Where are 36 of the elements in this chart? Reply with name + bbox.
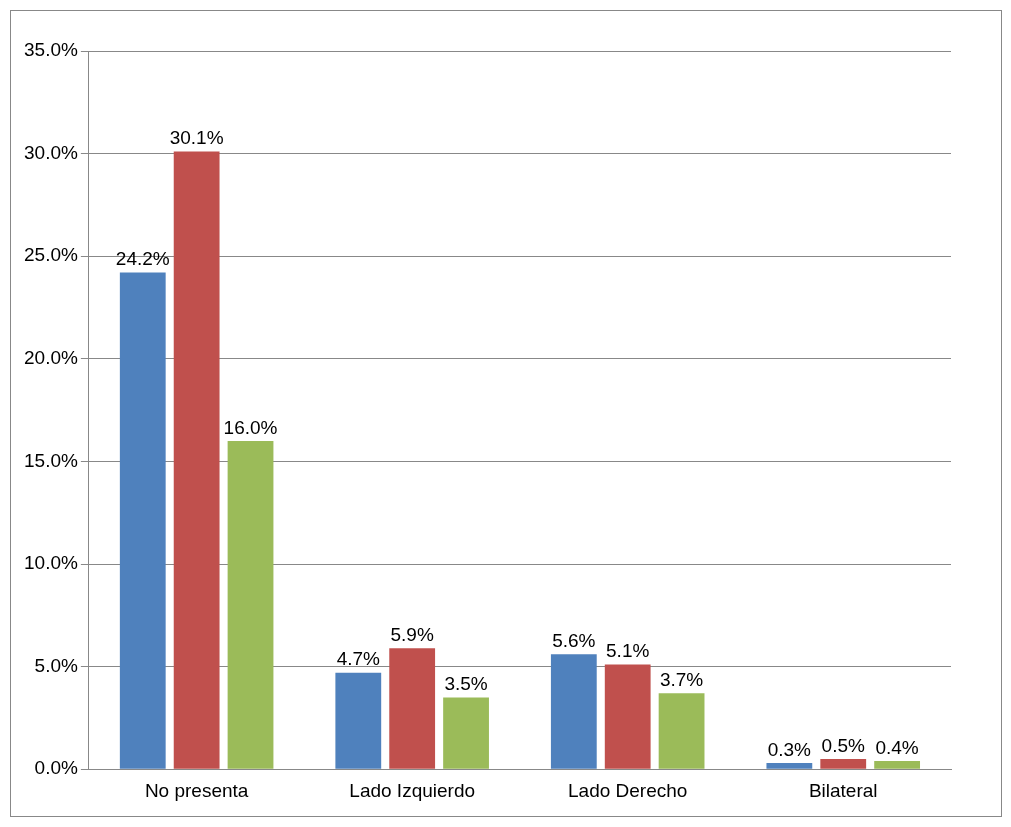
y-tick-label: 30.0% — [24, 141, 78, 163]
data-label: 4.7% — [336, 648, 381, 670]
bar — [820, 758, 867, 769]
bar — [335, 672, 382, 769]
bar — [119, 272, 166, 769]
data-label: 0.3% — [767, 738, 812, 760]
data-label: 24.2% — [115, 248, 170, 270]
x-tick-label: Bilateral — [808, 779, 878, 801]
bar — [874, 760, 921, 769]
bar — [227, 440, 274, 769]
y-tick-label: 20.0% — [24, 347, 78, 369]
data-label: 0.5% — [821, 734, 865, 756]
y-tick-label: 10.0% — [24, 552, 78, 574]
y-tick-label: 5.0% — [34, 654, 78, 676]
data-label: 30.1% — [169, 127, 224, 149]
x-tick-label: Lado Izquierdo — [349, 779, 476, 801]
bar — [443, 697, 489, 769]
y-tick-label: 15.0% — [24, 449, 78, 471]
data-label: 0.4% — [875, 736, 919, 758]
data-label: 16.0% — [223, 416, 278, 438]
bar — [766, 763, 813, 769]
bar — [658, 693, 705, 769]
y-tick-label: 0.0% — [34, 757, 78, 779]
data-label: 3.5% — [444, 673, 488, 695]
data-label: 5.9% — [390, 623, 434, 645]
y-tick-label: 35.0% — [24, 39, 78, 61]
x-tick-label: Lado Derecho — [568, 779, 688, 801]
x-tick-label: No presenta — [144, 779, 249, 801]
bar — [389, 648, 436, 769]
data-label: 5.6% — [552, 630, 596, 652]
data-label: 3.7% — [659, 669, 704, 691]
y-tick-label: 25.0% — [24, 244, 78, 266]
bar — [173, 151, 220, 769]
data-label: 5.1% — [606, 640, 650, 662]
bar — [550, 654, 597, 769]
bar — [604, 664, 651, 769]
